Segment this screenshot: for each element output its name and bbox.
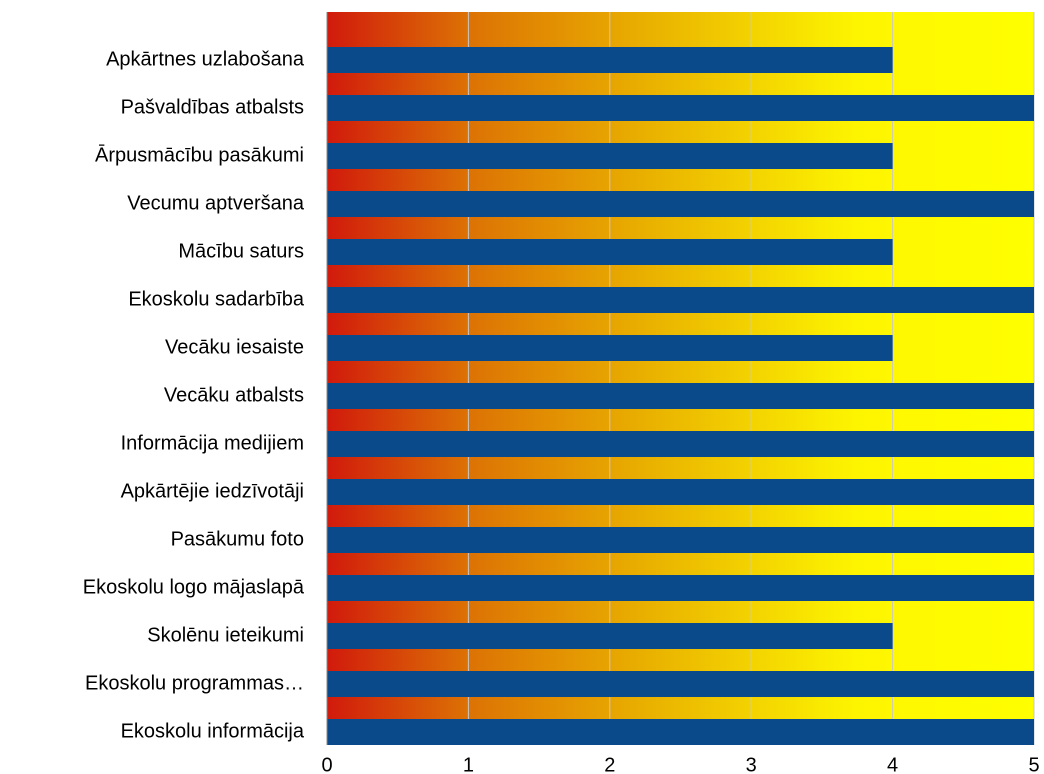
y-tick-label: Ārpusmācību pasākumi (95, 143, 304, 166)
x-tick-label: 5 (1028, 754, 1039, 774)
bar (327, 575, 1034, 601)
x-tick-label: 2 (604, 754, 615, 774)
bar (327, 143, 893, 169)
x-tick-label: 1 (463, 754, 474, 774)
bar (327, 623, 893, 649)
bar (327, 383, 1034, 409)
x-tick-label: 0 (321, 754, 332, 774)
bar (327, 239, 893, 265)
x-tick-label: 4 (887, 754, 898, 774)
x-tick-label: 3 (746, 754, 757, 774)
y-tick-label: Vecāku iesaiste (165, 336, 304, 358)
y-tick-label: Pašvaldības atbalsts (121, 96, 304, 118)
plot-background (327, 12, 1034, 745)
y-tick-label: Ekoskolu logo mājaslapā (83, 576, 305, 598)
bar (327, 431, 1034, 457)
y-tick-label: Vecāku atbalsts (164, 384, 304, 406)
y-tick-label: Informācija medijiem (121, 432, 304, 454)
bar (327, 287, 1034, 313)
y-tick-label: Skolēnu ieteikumi (147, 624, 304, 646)
y-tick-label: Ekoskolu informācija (121, 720, 305, 742)
y-tick-label: Apkārtnes uzlabošana (106, 48, 305, 70)
bar (327, 527, 1034, 553)
y-tick-label: Vecumu aptveršana (127, 192, 305, 214)
bar (327, 335, 893, 361)
bar (327, 47, 893, 73)
y-tick-label: Ekoskolu sadarbība (128, 288, 305, 310)
y-tick-label: Ekoskolu programmas… (85, 672, 304, 694)
y-tick-label: Apkārtējie iedzīvotāji (121, 480, 304, 502)
y-tick-label: Pasākumu foto (171, 528, 304, 550)
bar (327, 719, 1034, 745)
bar (327, 671, 1034, 697)
bar (327, 191, 1034, 217)
bar (327, 479, 1034, 505)
bar (327, 95, 1034, 121)
y-tick-label: Mācību saturs (178, 240, 304, 262)
